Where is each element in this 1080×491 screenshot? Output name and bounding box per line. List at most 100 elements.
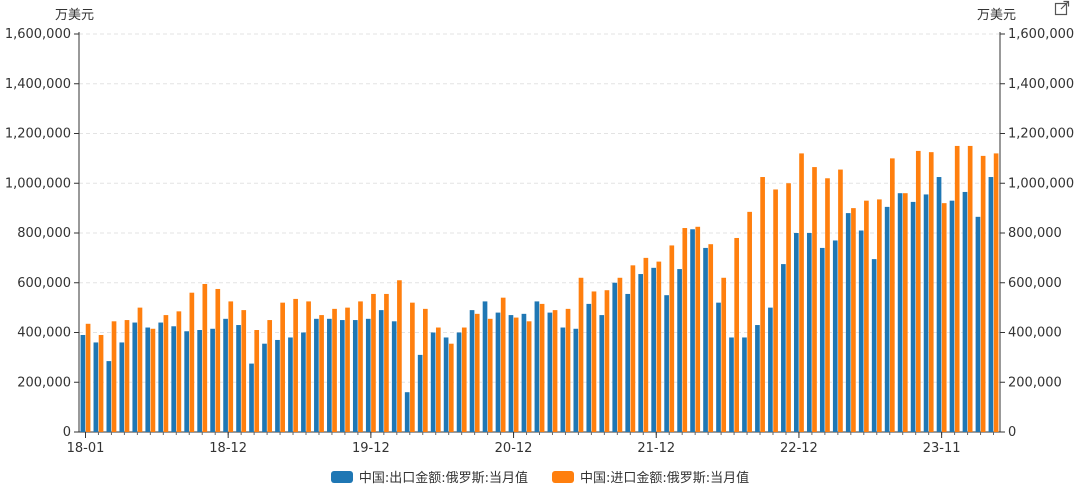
bar-export	[534, 301, 540, 432]
bar-import	[228, 301, 234, 432]
bar-export	[456, 332, 462, 432]
y-tick-label-left: 1,000,000	[5, 176, 71, 191]
bar-export	[132, 322, 138, 432]
y-tick-label-right: 600,000	[1008, 276, 1062, 291]
bar-export	[262, 343, 267, 432]
bar-export	[404, 392, 410, 432]
bar-import	[578, 277, 584, 432]
bar-export	[236, 325, 241, 432]
bar-import	[163, 315, 169, 432]
bar-import	[954, 145, 960, 432]
bar-export	[923, 194, 929, 432]
bar-import	[124, 320, 130, 432]
bar-import	[461, 327, 467, 432]
bar-import	[293, 298, 298, 432]
bar-export	[145, 327, 151, 432]
bar-import	[682, 228, 688, 432]
bar-export	[871, 259, 877, 432]
bar-import	[306, 301, 311, 432]
bar-import	[902, 193, 908, 432]
bar-import	[941, 203, 947, 432]
y-tick-label-left: 0	[63, 425, 71, 440]
bar-export	[755, 325, 760, 432]
bar-export	[443, 337, 449, 432]
bar-import	[371, 293, 376, 432]
bar-import	[760, 177, 765, 432]
bar-export	[858, 230, 864, 432]
bar-import	[513, 317, 519, 432]
bar-import	[617, 277, 623, 432]
bar-export	[962, 191, 968, 432]
bar-import	[202, 283, 208, 432]
legend-label-export: 中国:出口金额:俄罗斯:当月值	[358, 471, 528, 486]
x-tick-label: 18-01	[67, 441, 105, 456]
bar-export	[768, 307, 773, 432]
bar-import	[591, 291, 597, 432]
y-tick-label-left: 1,600,000	[5, 27, 71, 42]
bar-export	[586, 303, 592, 432]
bar-export	[612, 282, 618, 432]
bar-import	[851, 208, 856, 432]
bar-import	[889, 158, 895, 432]
bar-import	[435, 327, 441, 432]
bar-export	[430, 332, 436, 432]
bar-export	[845, 213, 851, 432]
bar-export	[651, 267, 656, 432]
bar-import	[799, 153, 804, 432]
bar-import	[423, 308, 428, 432]
bar-import	[656, 261, 662, 432]
bar-import	[812, 167, 817, 433]
export-icon[interactable]	[1054, 0, 1070, 16]
bar-import	[877, 199, 882, 432]
bar-export	[249, 363, 254, 432]
bar-import	[150, 328, 156, 432]
y-tick-label-right: 200,000	[1008, 375, 1062, 390]
legend-swatch-export	[330, 470, 353, 483]
y-tick-label-right: 1,600,000	[1008, 27, 1074, 42]
legend-item-export[interactable]: 中国:出口金额:俄罗斯:当月值	[330, 467, 528, 486]
x-tick-label: 23-11	[923, 441, 961, 456]
bar-import	[137, 307, 143, 432]
bar-export	[469, 310, 475, 432]
bar-import	[786, 183, 791, 432]
bar-export	[794, 233, 799, 432]
y-tick-label-left: 400,000	[17, 326, 71, 341]
bar-export	[573, 328, 579, 432]
bar-import	[825, 178, 830, 432]
bar-import	[838, 169, 843, 432]
bar-export	[638, 274, 644, 432]
bar-import	[864, 200, 869, 432]
bar-export	[119, 342, 125, 432]
bar-export	[988, 177, 994, 432]
legend-label-import: 中国:进口金额:俄罗斯:当月值	[580, 471, 750, 486]
y-tick-label-left: 600,000	[17, 276, 71, 291]
bar-import	[358, 301, 363, 432]
bar-export	[599, 315, 605, 432]
y-tick-label-left: 1,400,000	[5, 77, 71, 92]
bar-export	[547, 312, 553, 432]
bar-import	[474, 313, 480, 432]
bar-import	[241, 310, 247, 432]
bar-import	[630, 265, 636, 432]
bar-import	[695, 226, 701, 432]
legend-item-import[interactable]: 中国:进口金额:俄罗斯:当月值	[552, 467, 749, 486]
bar-import	[280, 302, 285, 432]
bar-export	[781, 264, 786, 432]
bar-import	[254, 330, 260, 432]
bar-export	[664, 295, 669, 432]
bar-import	[215, 288, 221, 432]
bar-export	[197, 330, 202, 432]
y-tick-label-right: 800,000	[1008, 226, 1062, 241]
bar-import	[539, 303, 545, 432]
bar-export	[690, 229, 695, 432]
bar-export	[352, 320, 358, 432]
bar-import	[526, 321, 532, 432]
bar-import	[384, 293, 389, 432]
y-tick-label-right: 0	[1008, 425, 1016, 440]
bar-import	[267, 320, 273, 432]
bar-import	[500, 297, 506, 432]
bar-import	[747, 211, 752, 432]
bar-import	[915, 150, 921, 432]
y-tick-label-right: 400,000	[1008, 326, 1062, 341]
y-tick-label-left: 800,000	[17, 226, 71, 241]
